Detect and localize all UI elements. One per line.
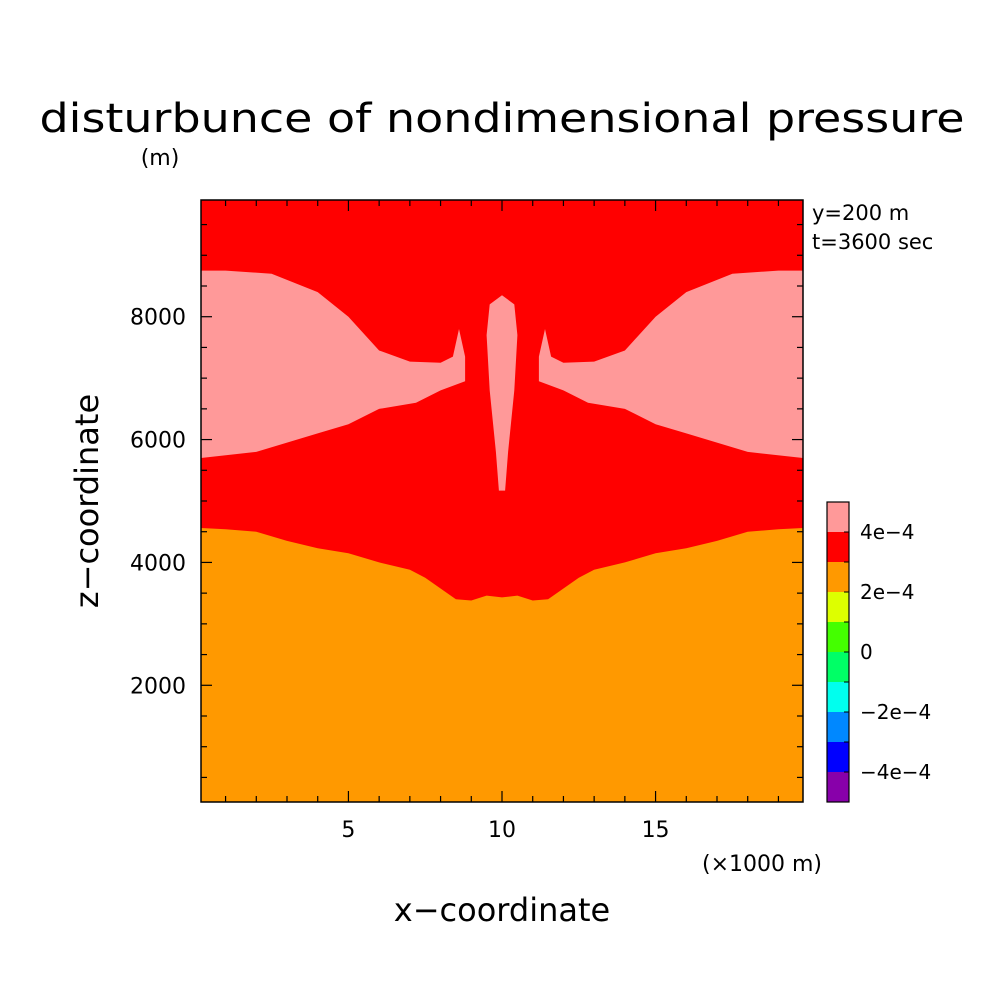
y-tick-label: 4000 [130, 551, 186, 576]
x-tick-label: 10 [488, 818, 516, 843]
legend-swatch [827, 592, 849, 622]
contour-region-4 [538, 270, 803, 458]
x-tick-label: 15 [642, 818, 670, 843]
x-axis-label: x−coordinate [394, 891, 610, 929]
legend-label: 2e−4 [860, 580, 915, 604]
y-unit-label: (m) [141, 146, 180, 171]
legend-label: 0 [860, 640, 873, 664]
legend-swatch [827, 652, 849, 682]
chart-title: disturbunce of nondimensional pressure [40, 96, 965, 142]
annotation-t: t=3600 sec [812, 230, 933, 254]
contour-region-3 [201, 270, 466, 458]
y-tick-label: 8000 [130, 306, 186, 331]
x-unit-label: (×1000 m) [702, 852, 822, 877]
y-tick-label: 6000 [130, 429, 186, 454]
legend-swatch [827, 772, 849, 802]
y-axis-label: z−coordinate [68, 394, 106, 608]
contour-region-5 [486, 295, 518, 491]
legend-swatch [827, 532, 849, 562]
legend-swatch [827, 712, 849, 742]
legend-label: −4e−4 [860, 760, 931, 784]
legend-label: −2e−4 [860, 700, 931, 724]
legend-swatch [827, 682, 849, 712]
x-tick-label: 5 [341, 818, 355, 843]
legend-swatch [827, 622, 849, 652]
legend-swatch [827, 562, 849, 592]
plot-area: 5 10 15 2000 4000 6000 8000 [130, 199, 804, 843]
legend-swatch [827, 502, 849, 532]
legend-label: 4e−4 [860, 520, 915, 544]
y-tick-label: 2000 [130, 674, 186, 699]
annotation-y: y=200 m [812, 201, 909, 225]
legend-swatch [827, 742, 849, 772]
color-legend: 4e−4 2e−4 0 −2e−4 −4e−4 [826, 501, 931, 803]
contour-region-2 [201, 528, 803, 802]
